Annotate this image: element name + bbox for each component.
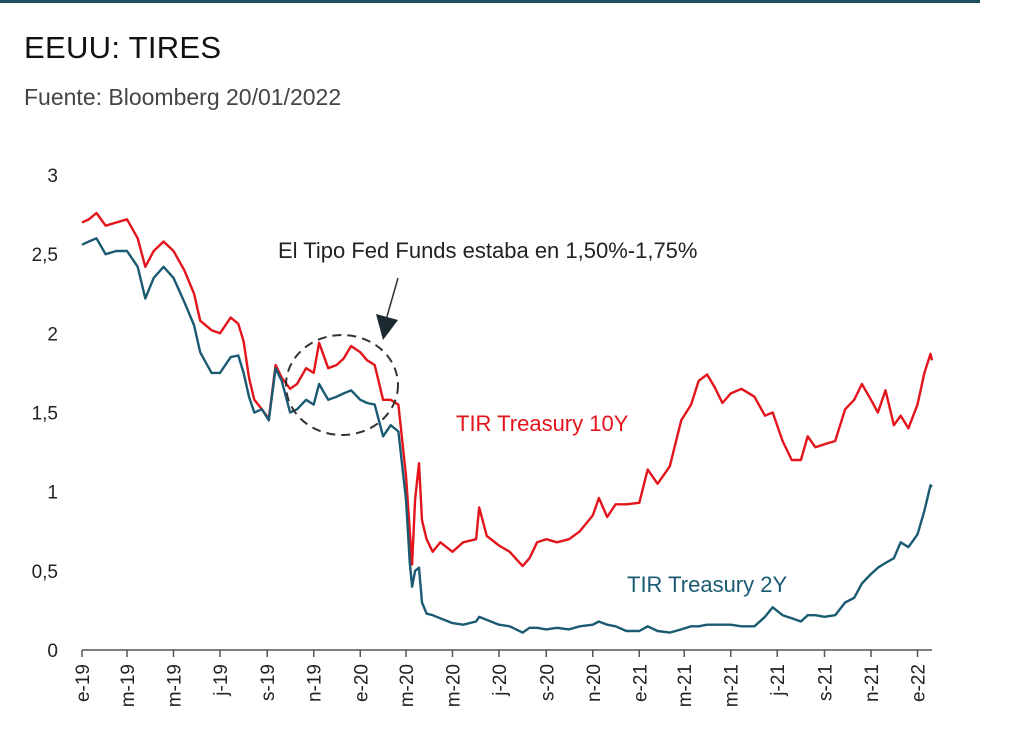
x-tick-label: e-20 (351, 664, 372, 702)
y-axis: 0 0,5 1 1,5 2 2,5 3 (32, 166, 58, 662)
x-tick-label: m-21 (722, 664, 743, 707)
x-tick-label: j-20 (490, 664, 511, 697)
x-tick-label: j-21 (768, 664, 789, 697)
y-tick-label: 0 (47, 641, 58, 662)
annotation-fed-funds: El Tipo Fed Funds estaba en 1,50%-1,75% (278, 238, 697, 263)
x-tick-label: n-21 (862, 664, 883, 702)
top-rule (0, 0, 980, 3)
x-tick-label: e-21 (630, 664, 651, 702)
chart-source: Fuente: Bloomberg 20/01/2022 (24, 84, 342, 110)
x-tick-label: n-20 (584, 664, 605, 702)
x-tick-label: m-21 (675, 664, 696, 707)
y-tick-label: 1,5 (32, 404, 58, 425)
x-tick-label: m-20 (397, 664, 418, 707)
highlight-circle (285, 334, 399, 436)
series-line-2y (81, 237, 933, 634)
x-tick-label: m-19 (164, 664, 185, 707)
x-tick-label: s-21 (816, 664, 837, 701)
x-tick-label: s-20 (537, 664, 558, 701)
x-tick-label: e-22 (909, 664, 930, 702)
y-tick-label: 0,5 (32, 562, 58, 583)
y-tick-label: 2 (47, 324, 58, 345)
annotation-arrow-head (376, 314, 398, 340)
chart-title: EEUU: TIRES (24, 30, 222, 65)
y-tick-label: 3 (47, 166, 58, 187)
series-label-10y: TIR Treasury 10Y (456, 411, 629, 436)
x-tick-label: e-19 (73, 664, 94, 702)
y-tick-label: 2,5 (32, 245, 58, 266)
y-tick-label: 1 (47, 483, 58, 504)
x-tick-label: m-19 (118, 664, 139, 707)
x-tick-label: j-19 (211, 664, 232, 697)
x-tick-label: s-19 (258, 664, 279, 701)
x-tick-label: n-19 (305, 664, 326, 702)
series-label-2y: TIR Treasury 2Y (627, 572, 787, 597)
series-lines (81, 211, 934, 634)
x-tick-label: m-20 (443, 664, 464, 707)
x-axis: e-19 m-19 m-19 j-19 s-19 n-19 e-20 m-20 m-20 j-20… (73, 650, 930, 707)
series-line-10y (81, 211, 934, 568)
annotation-arrow-line (385, 277, 399, 321)
